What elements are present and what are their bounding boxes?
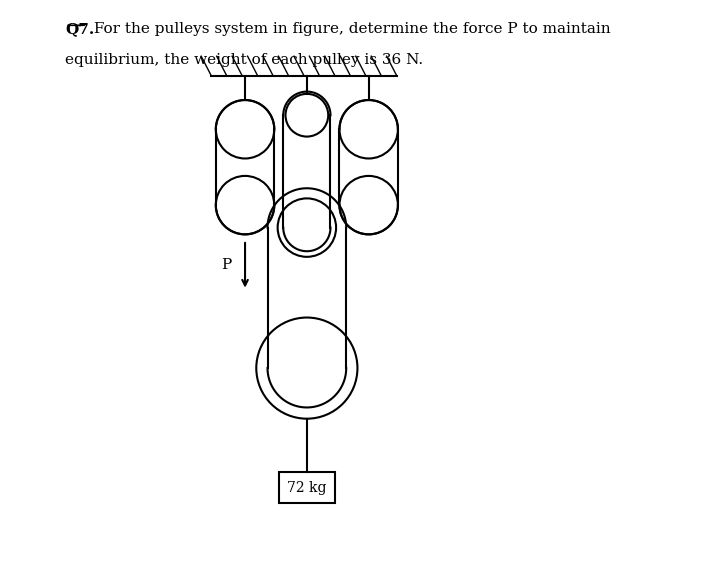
Text: equilibrium, the weight of each pulley is 36 N.: equilibrium, the weight of each pulley i… (66, 53, 423, 67)
Text: For the pulleys system in figure, determine the force P to maintain: For the pulleys system in figure, determ… (89, 22, 611, 37)
Text: P: P (221, 259, 231, 272)
Bar (279, 472, 335, 503)
Text: 72 kg: 72 kg (287, 481, 327, 495)
Text: Q7.: Q7. (66, 22, 94, 37)
